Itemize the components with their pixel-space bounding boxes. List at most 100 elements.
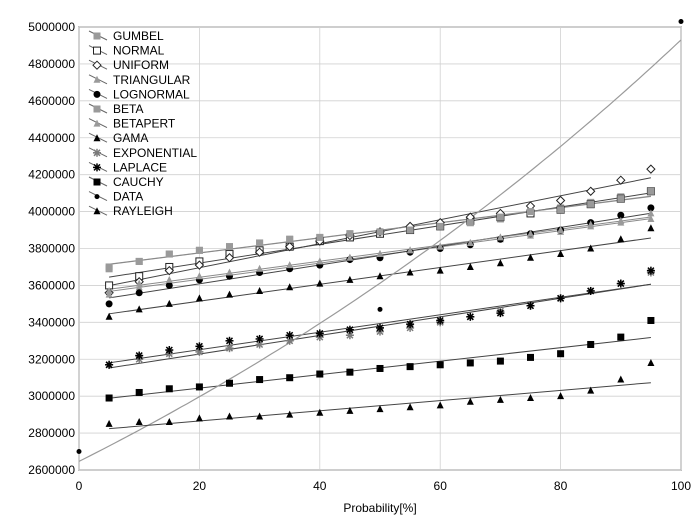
point-betapert	[286, 261, 294, 269]
point-gama	[376, 272, 384, 280]
point-betapert	[135, 279, 143, 287]
point-betapert	[527, 229, 534, 237]
point-cauchy	[527, 353, 534, 361]
point-rayleigh	[617, 375, 625, 383]
point-rayleigh	[496, 395, 504, 403]
point-betapert	[647, 209, 655, 217]
point-cauchy	[105, 394, 113, 402]
point-uniform	[616, 175, 626, 185]
point-beta	[256, 239, 264, 247]
legend-marker-laplace	[93, 163, 101, 172]
point-betapert	[105, 286, 113, 294]
point-beta	[587, 200, 595, 208]
fit-curve-data	[78, 39, 682, 462]
point-laplace	[466, 312, 475, 321]
point-laplace	[436, 316, 445, 325]
point-gama	[195, 294, 203, 302]
legend-item: GUMBEL	[88, 29, 164, 43]
point-betapert	[226, 268, 233, 276]
legend-label: LAPLACE	[113, 160, 167, 174]
legend-item: LOGNORMAL	[88, 87, 190, 101]
point-rayleigh	[226, 412, 233, 420]
legend-marker-beta	[93, 105, 101, 113]
point-laplace	[105, 360, 114, 369]
point-cauchy	[406, 363, 414, 371]
point-gama	[226, 290, 233, 298]
point-lognormal	[647, 204, 655, 212]
legend-label: GAMA	[113, 131, 148, 145]
point-rayleigh	[436, 401, 444, 409]
point-uniform	[284, 241, 295, 252]
point-betapert	[316, 257, 324, 265]
point-gama	[286, 283, 294, 291]
legend-item: UNIFORM	[88, 58, 169, 72]
y-axis-ticks: 2600000 2800000 3000000 3200000 3400000 36000…	[28, 20, 75, 477]
x-axis-ticks: 0 20 40 60 80 100	[76, 479, 692, 493]
legend-item: DATA	[88, 190, 143, 204]
point-gama	[135, 305, 143, 313]
y-tick-label: 3000000	[28, 389, 75, 403]
y-tick-label: 4800000	[28, 57, 75, 71]
point-rayleigh	[406, 403, 414, 411]
point-beta	[647, 187, 655, 195]
point-triangular	[105, 290, 113, 298]
point-beta	[527, 208, 534, 216]
data-points	[76, 18, 684, 455]
point-rayleigh	[256, 412, 264, 420]
legend-marker-normal	[93, 46, 101, 55]
point-uniform	[555, 195, 566, 206]
legend-item: TRIANGULAR	[88, 73, 191, 87]
point-laplace	[285, 331, 294, 340]
point-rayleigh	[346, 406, 354, 414]
legend-item: RAYLEIGH	[88, 204, 173, 218]
grid-lines	[78, 26, 682, 471]
point-cauchy	[346, 368, 354, 376]
point-cauchy	[226, 379, 233, 387]
point-beta	[165, 250, 173, 258]
legend-marker-gumbel	[93, 32, 101, 40]
point-rayleigh	[105, 419, 113, 427]
point-betapert	[587, 220, 595, 228]
legend-item: BETAPERT	[88, 117, 176, 131]
point-beta	[376, 228, 384, 236]
point-beta	[135, 257, 143, 265]
legend-marker-exponential	[93, 148, 101, 157]
point-gama	[496, 259, 504, 267]
legend-label: BETAPERT	[113, 117, 176, 131]
x-tick-label: 80	[554, 479, 568, 493]
point-cauchy	[376, 364, 384, 372]
legend-label: BETA	[113, 102, 143, 116]
point-gama	[466, 262, 474, 270]
point-rayleigh	[135, 418, 143, 426]
point-data	[377, 306, 383, 312]
point-laplace	[556, 294, 565, 303]
point-laplace	[376, 323, 384, 332]
point-cauchy	[496, 357, 504, 365]
point-uniform	[224, 253, 235, 263]
point-cauchy	[316, 370, 324, 378]
legend-label: RAYLEIGH	[113, 204, 173, 218]
point-gama	[436, 266, 444, 274]
point-rayleigh	[376, 405, 384, 413]
legend-item: LAPLACE	[88, 160, 167, 174]
legend-label: TRIANGULAR	[113, 73, 191, 87]
point-uniform	[194, 260, 205, 270]
point-gama	[617, 235, 625, 243]
point-rayleigh	[316, 408, 324, 416]
y-tick-label: 3600000	[28, 278, 75, 292]
point-betapert	[346, 253, 354, 261]
point-beta	[286, 235, 294, 243]
point-cauchy	[256, 376, 264, 384]
point-gama	[406, 268, 414, 276]
point-gama	[647, 224, 655, 232]
point-cauchy	[135, 388, 143, 396]
x-tick-label: 20	[193, 479, 207, 493]
point-cauchy	[286, 374, 294, 382]
point-rayleigh	[557, 392, 565, 400]
point-cauchy	[647, 316, 655, 324]
point-beta	[195, 246, 203, 254]
point-beta	[496, 213, 504, 221]
point-rayleigh	[587, 386, 595, 394]
point-laplace	[406, 320, 415, 329]
